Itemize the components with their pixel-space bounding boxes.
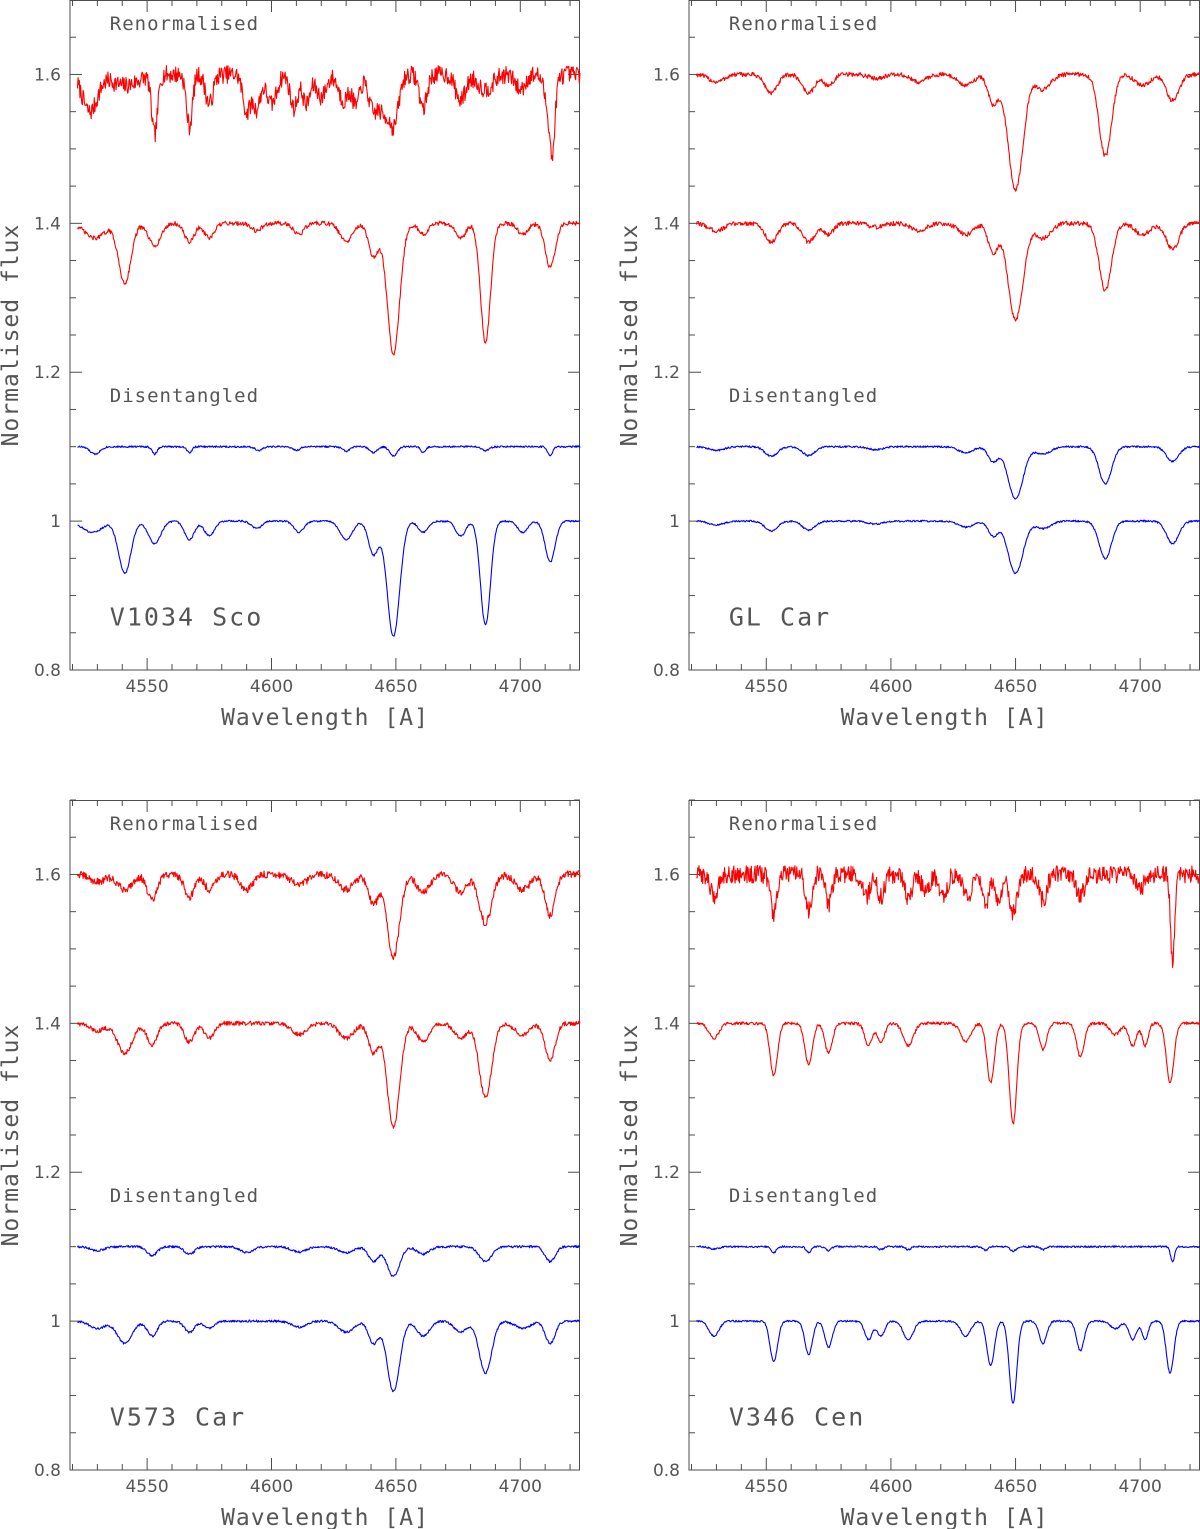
x-tick-label: 4650 bbox=[374, 1477, 417, 1497]
y-tick-label: 0.8 bbox=[34, 1461, 61, 1481]
y-tick-label: 1.4 bbox=[653, 1014, 680, 1034]
renormalised-spectrum-0 bbox=[76, 65, 581, 162]
renormalised-label: Renormalised bbox=[729, 813, 878, 835]
renormalised-label: Renormalised bbox=[110, 813, 259, 835]
x-tick-label: 4700 bbox=[1119, 1477, 1162, 1497]
y-tick-label: 1.2 bbox=[653, 1163, 680, 1183]
y-tick-label: 1.4 bbox=[34, 214, 61, 234]
y-tick-label: 1.2 bbox=[34, 363, 61, 383]
y-tick-label: 1 bbox=[669, 512, 680, 532]
renormalised-label: Renormalised bbox=[110, 13, 259, 35]
y-axis-label: Normalised flux bbox=[0, 224, 24, 447]
x-axis-label: Wavelength [A] bbox=[221, 1505, 429, 1529]
x-tick-label: 4650 bbox=[994, 677, 1037, 697]
renormalised-spectrum-1 bbox=[695, 220, 1200, 322]
y-tick-label: 0.8 bbox=[34, 661, 61, 681]
y-tick-label: 1.6 bbox=[653, 65, 680, 85]
x-tick-label: 4700 bbox=[499, 677, 542, 697]
renormalised-label: Renormalised bbox=[729, 13, 878, 35]
panel-1: 4550 4600 4650 4700 0.8 1 1.2 1.4 1.6 Wavelength … bbox=[617, 0, 1200, 731]
y-tick-label: 1 bbox=[669, 1312, 680, 1332]
y-tick-label: 1.6 bbox=[653, 865, 680, 885]
star-name: V1034 Sco bbox=[110, 602, 263, 631]
x-tick-label: 4700 bbox=[1119, 677, 1162, 697]
disentangled-spectrum-3 bbox=[77, 519, 581, 637]
renormalised-spectrum-0 bbox=[695, 71, 1200, 192]
x-tick-label: 4550 bbox=[125, 677, 168, 697]
x-tick-label: 4600 bbox=[869, 677, 912, 697]
y-tick-label: 1 bbox=[50, 512, 61, 532]
y-tick-label: 1.2 bbox=[653, 363, 680, 383]
plot-frame bbox=[69, 0, 580, 671]
x-tick-label: 4550 bbox=[745, 1477, 788, 1497]
disentangled-spectrum-3 bbox=[696, 1319, 1200, 1404]
disentangled-label: Disentangled bbox=[110, 1185, 259, 1207]
x-axis-label: Wavelength [A] bbox=[841, 705, 1049, 731]
panel-3: 4550 4600 4650 4700 0.8 1 1.2 1.4 1.6 Wavelength … bbox=[617, 799, 1200, 1529]
y-tick-label: 1.6 bbox=[34, 65, 61, 85]
star-name: GL Car bbox=[729, 602, 831, 631]
renormalised-spectrum-1 bbox=[76, 1020, 581, 1129]
y-axis-label: Normalised flux bbox=[0, 1024, 24, 1247]
disentangled-spectrum-3 bbox=[696, 519, 1200, 575]
disentangled-label: Disentangled bbox=[110, 385, 259, 407]
plot-frame bbox=[688, 0, 1200, 671]
x-tick-label: 4600 bbox=[869, 1477, 912, 1497]
x-tick-label: 4550 bbox=[745, 677, 788, 697]
x-tick-label: 4700 bbox=[499, 1477, 542, 1497]
x-tick-label: 4650 bbox=[374, 677, 417, 697]
renormalised-spectrum-0 bbox=[76, 870, 581, 961]
panel-2: 4550 4600 4650 4700 0.8 1 1.2 1.4 1.6 Wavelength … bbox=[0, 799, 581, 1529]
renormalised-spectrum-1 bbox=[76, 220, 581, 356]
disentangled-spectrum-3 bbox=[77, 1319, 581, 1393]
y-tick-label: 0.8 bbox=[653, 1461, 680, 1481]
y-tick-label: 1.2 bbox=[34, 1163, 61, 1183]
x-tick-label: 4550 bbox=[125, 1477, 168, 1497]
star-name: V573 Car bbox=[110, 1402, 246, 1431]
y-tick-label: 1.4 bbox=[34, 1014, 61, 1034]
x-axis-label: Wavelength [A] bbox=[841, 1505, 1049, 1529]
plot-frame bbox=[69, 800, 580, 1471]
y-tick-label: 0.8 bbox=[653, 661, 680, 681]
star-name: V346 Cen bbox=[729, 1402, 865, 1431]
panel-0: 4550 4600 4650 4700 0.8 1 1.2 1.4 1.6 Wavelength … bbox=[0, 0, 581, 731]
disentangled-spectrum-2 bbox=[77, 445, 581, 457]
disentangled-spectrum-2 bbox=[76, 1245, 581, 1277]
disentangled-label: Disentangled bbox=[729, 1185, 878, 1207]
y-tick-label: 1 bbox=[50, 1312, 61, 1332]
y-axis-label: Normalised flux bbox=[617, 1024, 643, 1247]
disentangled-spectrum-2 bbox=[696, 1245, 1200, 1263]
renormalised-spectrum-1 bbox=[696, 1021, 1200, 1125]
y-axis-label: Normalised flux bbox=[617, 224, 643, 447]
y-tick-label: 1.6 bbox=[34, 865, 61, 885]
x-tick-label: 4600 bbox=[250, 677, 293, 697]
disentangled-label: Disentangled bbox=[729, 385, 878, 407]
renormalised-spectrum-0 bbox=[696, 864, 1200, 968]
x-tick-label: 4600 bbox=[250, 1477, 293, 1497]
disentangled-spectrum-2 bbox=[696, 445, 1200, 500]
x-tick-label: 4650 bbox=[994, 1477, 1037, 1497]
x-axis-label: Wavelength [A] bbox=[221, 705, 429, 731]
y-tick-label: 1.4 bbox=[653, 214, 680, 234]
